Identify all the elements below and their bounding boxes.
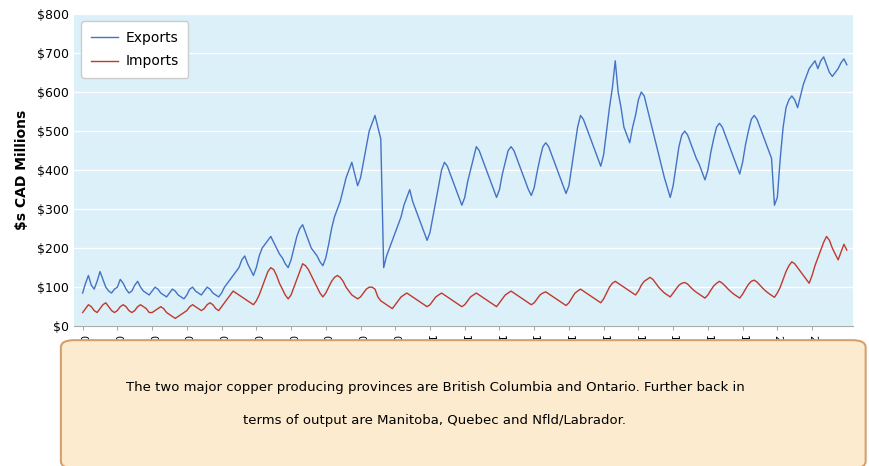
Exports [797, 82, 807, 87]
Imports [387, 306, 397, 311]
Exports [77, 290, 88, 296]
Imports [77, 310, 88, 315]
Text: terms of output are Manitoba, Quebec and Nfld/Labrador.: terms of output are Manitoba, Quebec and… [243, 414, 626, 427]
Line: Exports: Exports [83, 57, 846, 299]
Imports [661, 292, 672, 298]
Imports [840, 247, 851, 253]
Exports [788, 97, 799, 103]
Exports [178, 296, 189, 302]
Line: Imports: Imports [83, 236, 846, 318]
Imports [169, 315, 180, 321]
Imports [820, 233, 831, 239]
Exports [661, 185, 672, 191]
Imports [797, 273, 807, 278]
Text: The two major copper producing provinces are British Columbia and Ontario. Furth: The two major copper producing provinces… [125, 382, 744, 394]
Exports [840, 62, 851, 68]
Exports [387, 238, 397, 243]
Exports [546, 152, 556, 158]
Exports [415, 222, 426, 227]
Imports [788, 261, 799, 267]
Imports [546, 293, 556, 299]
Y-axis label: $s CAD Millions: $s CAD Millions [15, 110, 29, 230]
Exports [818, 54, 828, 60]
Imports [415, 300, 426, 306]
Legend: Exports, Imports: Exports, Imports [81, 21, 188, 78]
X-axis label: Year & Month: Year & Month [409, 395, 516, 409]
